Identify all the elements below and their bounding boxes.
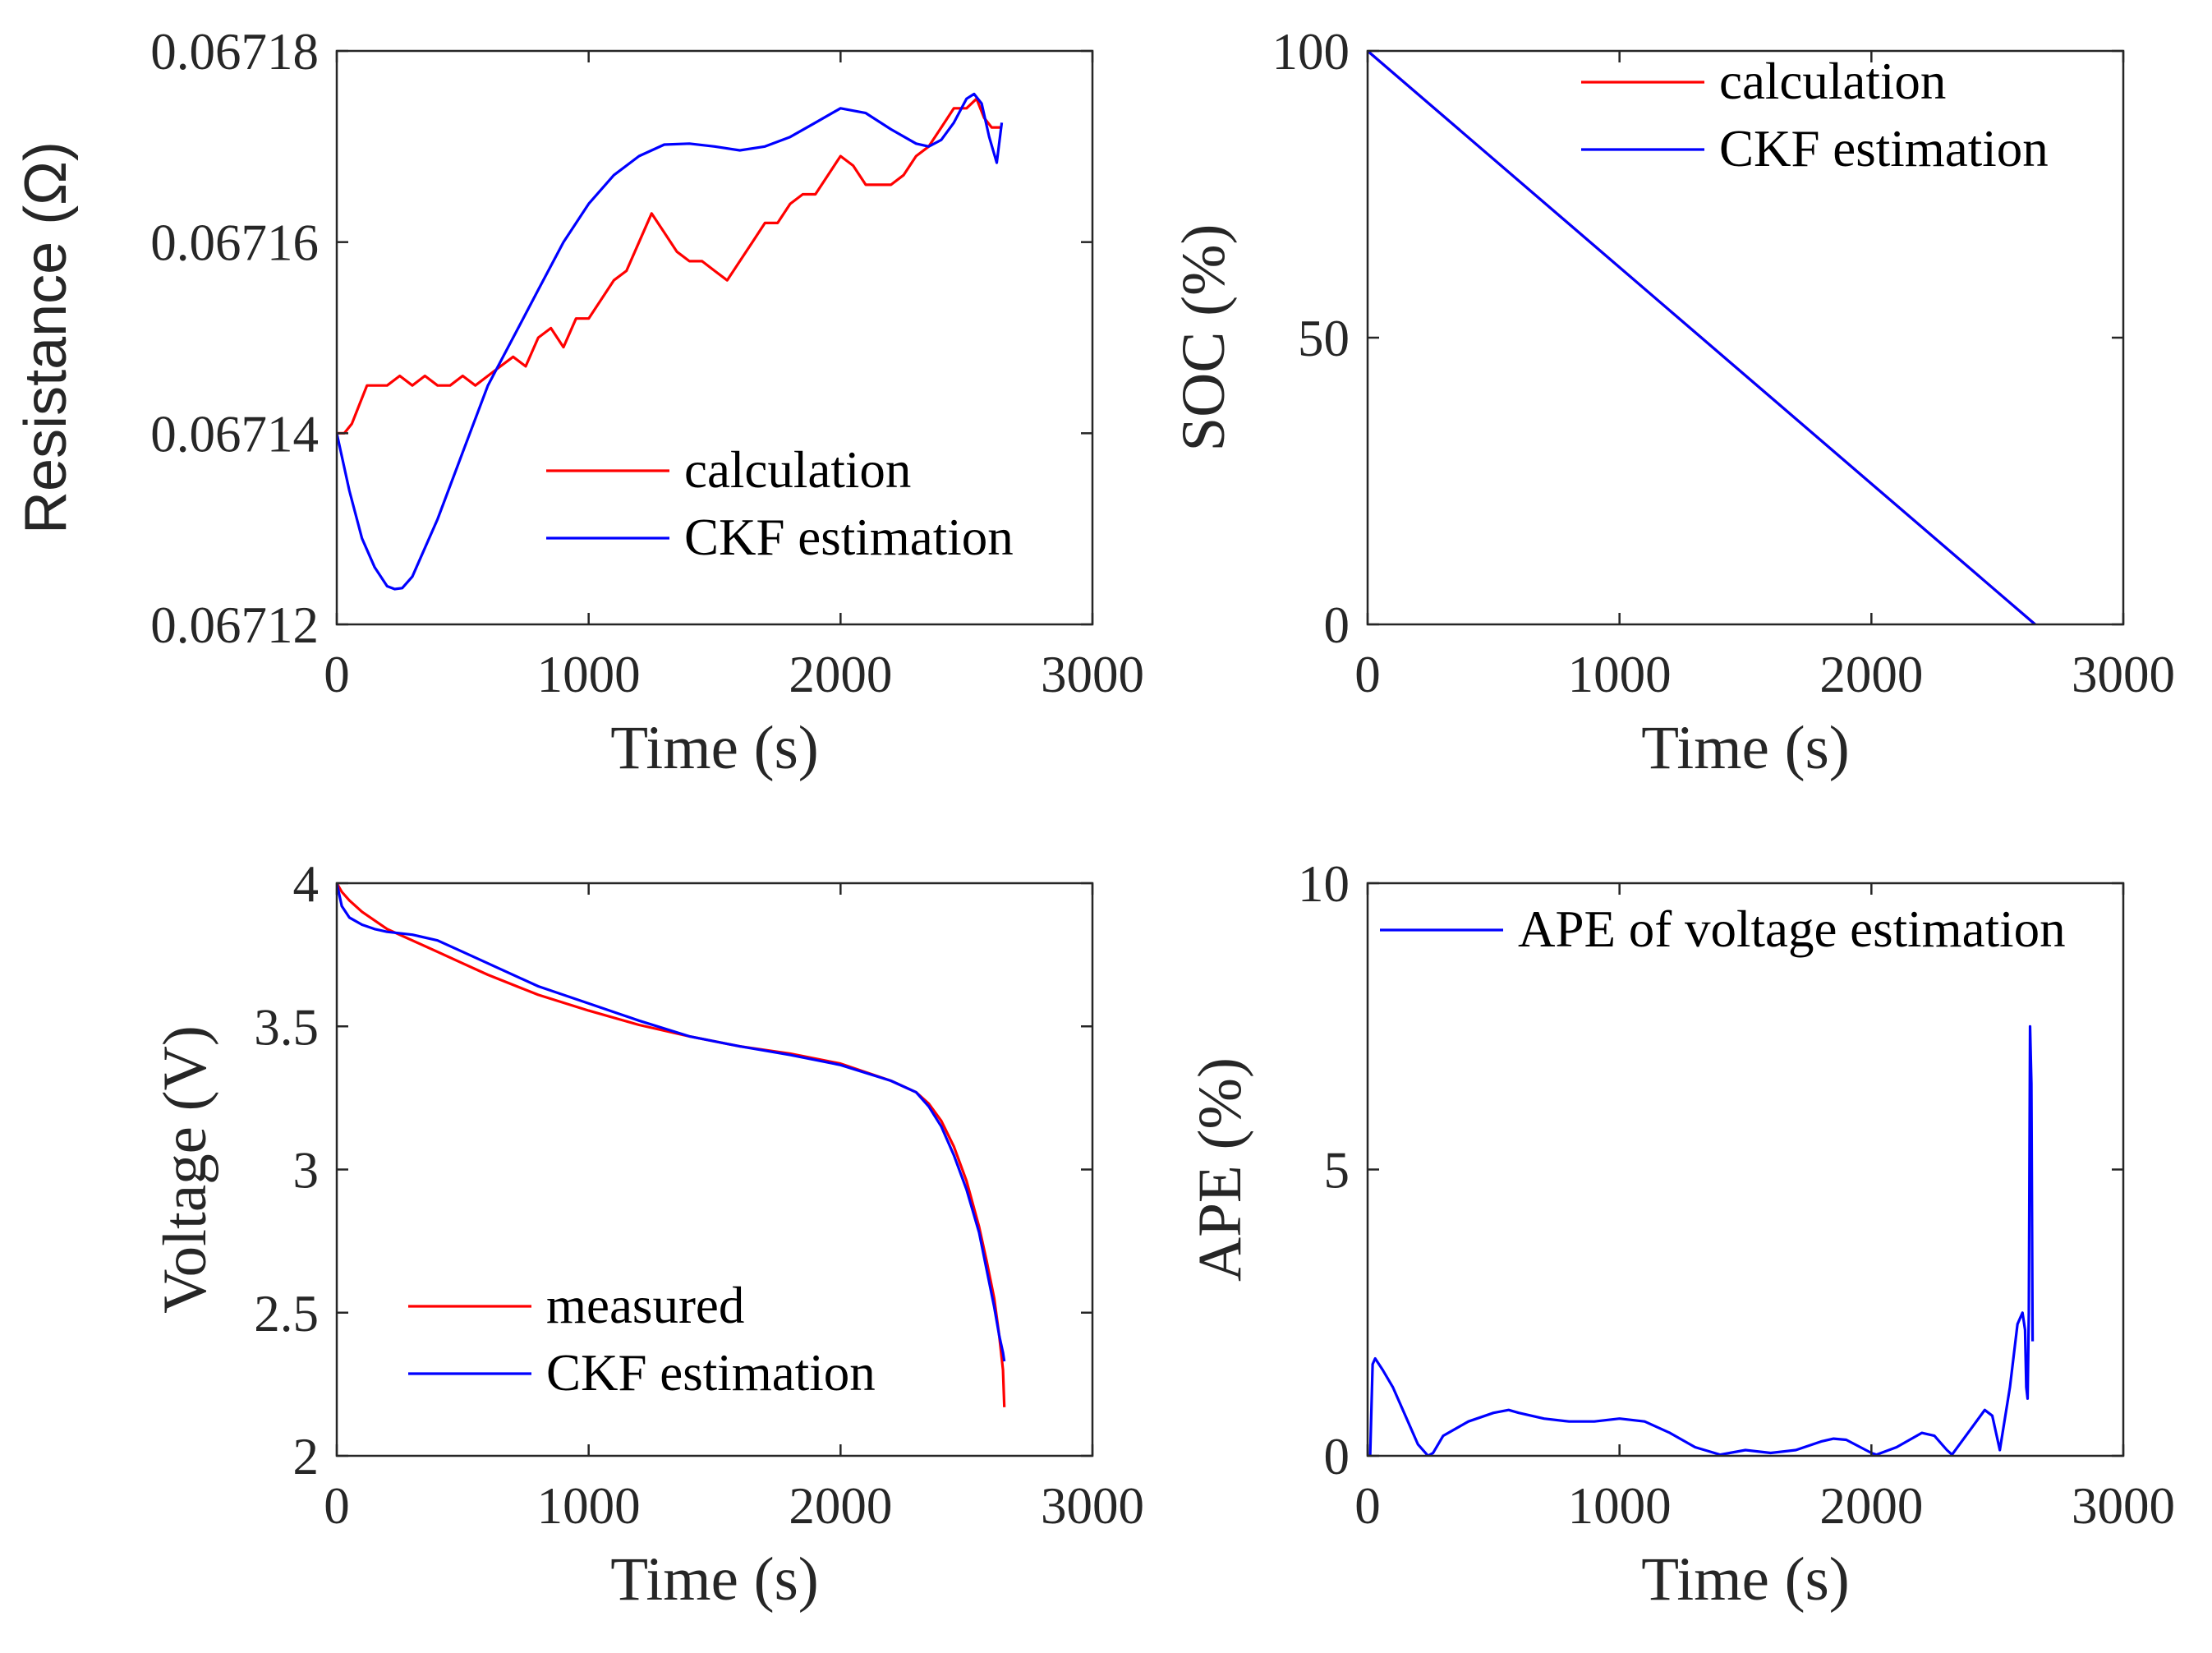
x-tick-label: 0 (1354, 1477, 1381, 1535)
x-tick-label: 2000 (1819, 646, 1923, 703)
series-group (337, 92, 1004, 591)
legend: APE of voltage estimation (1380, 900, 2066, 958)
legend: calculation CKF estimation (1581, 53, 2049, 177)
chart-ape: 0 1000 2000 3000 0 5 10 Time (s) APE (%) APE of v… (1186, 855, 2175, 1614)
x-tick-label: 2000 (789, 646, 892, 703)
y-tick-label: 4 (293, 855, 320, 913)
y-tick-label: 0.06712 (150, 596, 319, 654)
y-axis-label: Voltage (V) (151, 1025, 219, 1314)
legend-label: calculation (1719, 53, 1946, 110)
y-tick-label: 0.06718 (150, 23, 319, 81)
legend-label: CKF estimation (546, 1344, 876, 1402)
x-tick-label: 1000 (1568, 646, 1672, 703)
x-axis-label: Time (s) (610, 1545, 819, 1614)
x-tick-label: 3000 (1041, 1477, 1144, 1535)
x-tick-label: 1000 (537, 1477, 641, 1535)
plot-box (335, 49, 1094, 626)
y-tick-label: 10 (1298, 855, 1350, 913)
panels: 0 1000 2000 30000.067120.067140.067160.0671… (13, 23, 2175, 1614)
legend-label: calculation (684, 441, 911, 499)
legend: calculation CKF estimation (546, 441, 1014, 566)
chart-resistance: 0 1000 2000 3000 0.06712 0.06714 0.06716 0.0671… (13, 23, 1144, 782)
x-tick-label: 2000 (1819, 1477, 1923, 1535)
y-tick-label: 2.5 (254, 1285, 319, 1342)
y-tick-label: 0.06716 (150, 214, 319, 272)
legend-label: CKF estimation (684, 509, 1014, 566)
x-axis-label: Time (s) (610, 714, 819, 782)
x-tick-label: 1000 (537, 646, 641, 703)
x-tick-label: 1000 (1568, 1477, 1672, 1535)
series-line-ckf-estimation (1368, 51, 2036, 624)
series-line-ckf-estimation (337, 92, 1004, 591)
x-axis-label: Time (s) (1641, 1545, 1850, 1614)
legend-label: CKF estimation (1719, 120, 2049, 177)
y-tick-label: 50 (1298, 310, 1350, 367)
y-tick-label: 0 (1324, 596, 1350, 654)
series-line-calculation (337, 97, 1002, 435)
y-tick-label: 5 (1324, 1142, 1350, 1199)
x-tick-label: 0 (324, 1477, 350, 1535)
x-tick-label: 0 (324, 646, 350, 703)
x-axis-label: Time (s) (1641, 714, 1850, 782)
legend-label: APE of voltage estimation (1518, 900, 2066, 958)
y-tick-label: 3 (293, 1142, 320, 1199)
x-tick-label: 2000 (789, 1477, 892, 1535)
y-axis-label: SOC (%) (1170, 223, 1238, 451)
y-tick-label: 3.5 (254, 998, 319, 1056)
y-tick-label: 0.06714 (150, 405, 319, 463)
chart-voltage: 0 1000 2000 3000 2 2.5 3 3.5 4 Time (s) Voltage (V… (151, 855, 1144, 1614)
legend-label: measured (546, 1277, 744, 1334)
x-tick-label: 3000 (2072, 646, 2175, 703)
y-tick-label: 2 (293, 1428, 320, 1485)
x-tick-label: 0 (1354, 646, 1381, 703)
series-group (337, 883, 1006, 1407)
y-tick-label: 0 (1324, 1428, 1350, 1485)
series-line-ckf-estimation (337, 883, 1006, 1362)
x-tick-label: 3000 (2072, 1477, 2175, 1535)
y-tick-label: 100 (1272, 23, 1350, 81)
y-axis-label: APE (%) (1186, 1057, 1254, 1282)
y-axis-label: Resistance (Ω) (13, 141, 79, 534)
chart-soc: 0 1000 2000 3000 0 50 100 Time (s) SOC (%) calcul… (1170, 23, 2175, 782)
series-group (1368, 51, 2036, 624)
legend: measured CKF estimation (408, 1277, 876, 1402)
x-tick-label: 3000 (1041, 646, 1144, 703)
